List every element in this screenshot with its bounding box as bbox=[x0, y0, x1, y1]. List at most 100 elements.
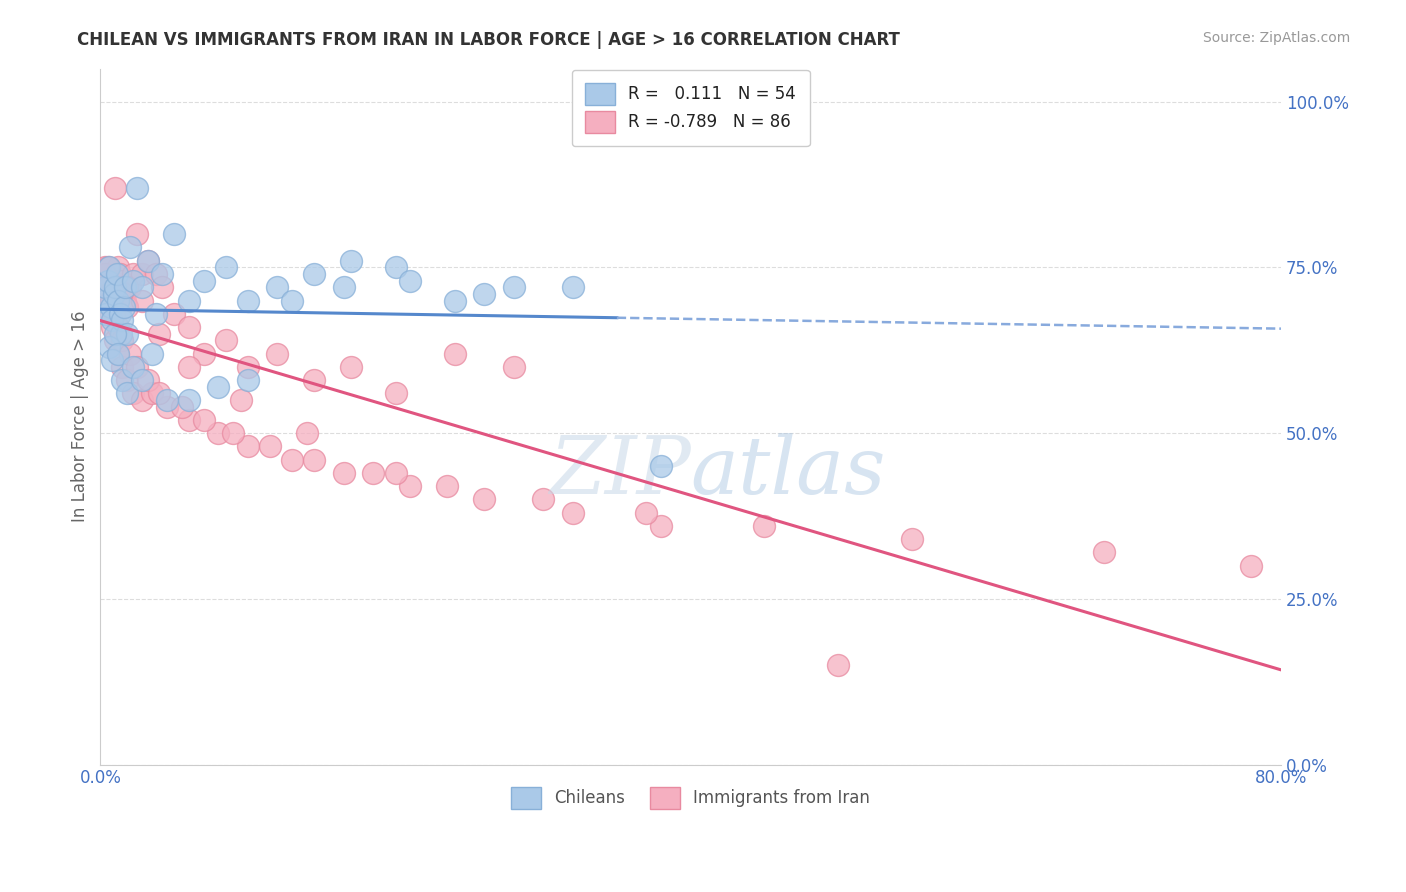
Point bbox=[502, 280, 524, 294]
Point bbox=[107, 260, 129, 275]
Point bbox=[531, 492, 554, 507]
Point bbox=[127, 227, 149, 242]
Point bbox=[145, 267, 167, 281]
Point bbox=[100, 274, 122, 288]
Point bbox=[148, 326, 170, 341]
Point bbox=[215, 260, 238, 275]
Point bbox=[177, 413, 200, 427]
Point bbox=[108, 267, 131, 281]
Point bbox=[193, 413, 215, 427]
Legend: Chileans, Immigrants from Iran: Chileans, Immigrants from Iran bbox=[505, 780, 877, 815]
Point bbox=[304, 452, 326, 467]
Point bbox=[384, 466, 406, 480]
Point bbox=[105, 274, 128, 288]
Point bbox=[110, 274, 132, 288]
Point bbox=[561, 280, 583, 294]
Point bbox=[98, 340, 121, 354]
Point bbox=[650, 459, 672, 474]
Text: ZIP: ZIP bbox=[548, 434, 690, 511]
Point bbox=[98, 286, 121, 301]
Point bbox=[156, 400, 179, 414]
Point bbox=[103, 307, 125, 321]
Point bbox=[502, 359, 524, 374]
Point bbox=[636, 506, 658, 520]
Point bbox=[148, 386, 170, 401]
Point bbox=[107, 346, 129, 360]
Point bbox=[443, 346, 465, 360]
Point bbox=[229, 392, 252, 407]
Y-axis label: In Labor Force | Age > 16: In Labor Force | Age > 16 bbox=[72, 310, 89, 522]
Point bbox=[163, 307, 186, 321]
Point bbox=[103, 307, 125, 321]
Point bbox=[97, 280, 120, 294]
Point bbox=[259, 439, 281, 453]
Point bbox=[115, 300, 138, 314]
Point bbox=[96, 307, 118, 321]
Point bbox=[472, 286, 495, 301]
Text: Source: ZipAtlas.com: Source: ZipAtlas.com bbox=[1202, 31, 1350, 45]
Point bbox=[108, 307, 131, 321]
Point bbox=[131, 267, 153, 281]
Point bbox=[222, 426, 245, 441]
Point bbox=[436, 479, 458, 493]
Text: CHILEAN VS IMMIGRANTS FROM IRAN IN LABOR FORCE | AGE > 16 CORRELATION CHART: CHILEAN VS IMMIGRANTS FROM IRAN IN LABOR… bbox=[77, 31, 900, 49]
Point bbox=[98, 260, 121, 275]
Point bbox=[118, 346, 141, 360]
Point bbox=[177, 392, 200, 407]
Point bbox=[114, 293, 136, 308]
Point bbox=[1344, 572, 1367, 586]
Point bbox=[141, 346, 163, 360]
Point bbox=[107, 320, 129, 334]
Point bbox=[127, 181, 149, 195]
Point bbox=[207, 426, 229, 441]
Point bbox=[112, 300, 135, 314]
Point bbox=[295, 426, 318, 441]
Point bbox=[901, 532, 924, 546]
Point bbox=[236, 439, 259, 453]
Point bbox=[104, 280, 127, 294]
Point bbox=[236, 373, 259, 387]
Point bbox=[333, 280, 356, 294]
Point bbox=[97, 274, 120, 288]
Point bbox=[110, 326, 132, 341]
Point bbox=[136, 373, 159, 387]
Point bbox=[236, 359, 259, 374]
Point bbox=[1092, 545, 1115, 559]
Point bbox=[104, 326, 127, 341]
Point bbox=[1240, 558, 1263, 573]
Point bbox=[114, 280, 136, 294]
Point bbox=[91, 293, 114, 308]
Point bbox=[193, 274, 215, 288]
Point bbox=[118, 240, 141, 254]
Point bbox=[136, 253, 159, 268]
Point bbox=[101, 320, 124, 334]
Point bbox=[754, 519, 776, 533]
Point bbox=[115, 386, 138, 401]
Point bbox=[150, 267, 173, 281]
Point bbox=[236, 293, 259, 308]
Point bbox=[827, 658, 849, 673]
Point bbox=[340, 253, 363, 268]
Point bbox=[399, 479, 422, 493]
Point bbox=[145, 307, 167, 321]
Point bbox=[177, 293, 200, 308]
Point bbox=[103, 286, 125, 301]
Point bbox=[107, 346, 129, 360]
Point bbox=[94, 267, 117, 281]
Point bbox=[399, 274, 422, 288]
Point bbox=[150, 280, 173, 294]
Point bbox=[104, 333, 127, 347]
Point bbox=[443, 293, 465, 308]
Point bbox=[384, 386, 406, 401]
Point bbox=[131, 373, 153, 387]
Point bbox=[215, 333, 238, 347]
Point bbox=[177, 320, 200, 334]
Point bbox=[281, 293, 304, 308]
Point bbox=[94, 260, 117, 275]
Point bbox=[104, 267, 127, 281]
Point bbox=[101, 313, 124, 327]
Point bbox=[101, 293, 124, 308]
Point bbox=[193, 346, 215, 360]
Point bbox=[118, 280, 141, 294]
Point bbox=[94, 280, 117, 294]
